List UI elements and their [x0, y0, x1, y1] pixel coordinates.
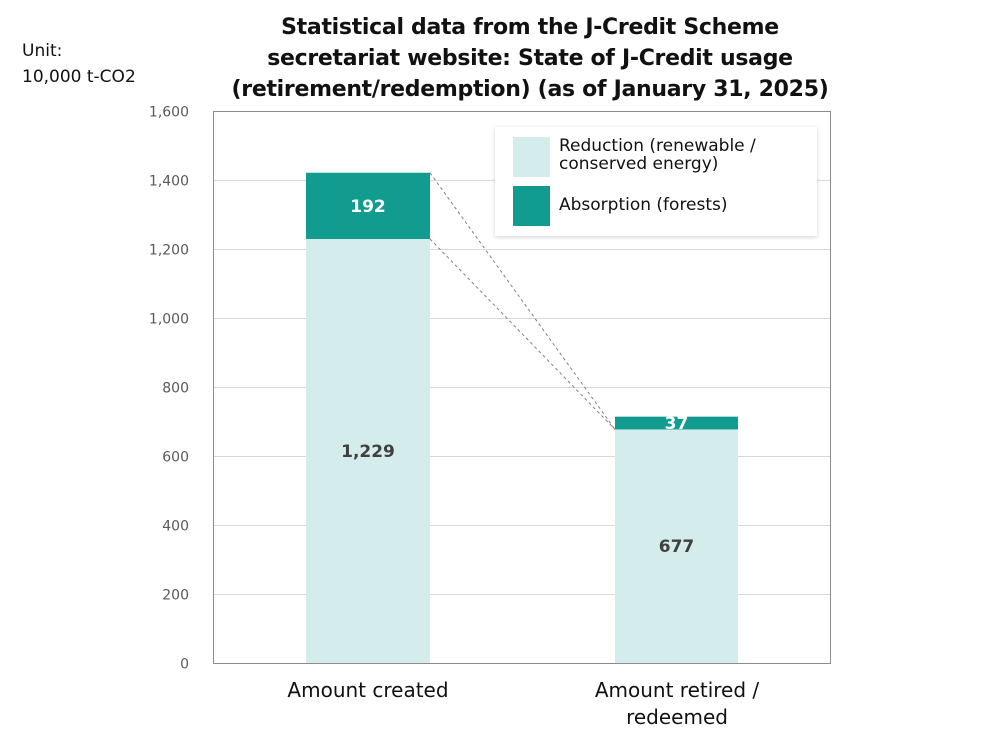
- bar-segment: [615, 429, 738, 663]
- title-line-1: Statistical data from the J-Credit Schem…: [281, 15, 779, 40]
- legend: Reduction (renewable / conserved energy)…: [495, 127, 817, 236]
- unit-line-1: Unit:: [22, 41, 63, 61]
- y-tick-label: 1,400: [149, 174, 189, 190]
- data-label: 192: [350, 197, 386, 217]
- x-label-created-line-1: Amount created: [287, 678, 449, 702]
- legend-label-reduction: Reduction (renewable / conserved energy): [559, 137, 809, 173]
- plot-area-border: [213, 111, 831, 664]
- x-label-amount-created: Amount created: [248, 677, 488, 704]
- unit-line-2: 10,000 t-CO2: [22, 67, 136, 87]
- legend-item-absorption: Absorption (forests): [513, 186, 809, 226]
- legend-item-reduction: Reduction (renewable / conserved energy): [513, 137, 809, 177]
- legend-label-reduction-line-2: conserved energy): [559, 154, 719, 174]
- y-tick-label: 400: [162, 519, 189, 535]
- legend-swatch-absorption: [513, 186, 550, 226]
- data-label: 677: [659, 537, 695, 557]
- y-tick-label: 800: [162, 381, 189, 397]
- y-tick-label: 600: [162, 450, 189, 466]
- title-line-2: secretariat website: State of J-Credit u…: [267, 46, 793, 71]
- data-label: 1,229: [341, 442, 395, 462]
- x-label-amount-retired: Amount retired / redeemed: [557, 677, 797, 731]
- y-tick-label: 1,000: [149, 312, 189, 328]
- legend-label-absorption-line-1: Absorption (forests): [559, 195, 728, 215]
- bar-segment: [306, 172, 430, 239]
- y-tick-label: 0: [180, 657, 189, 673]
- connector-line: [429, 172, 616, 430]
- y-tick-label: 1,200: [149, 243, 189, 259]
- legend-swatch-reduction: [513, 137, 550, 177]
- legend-label-reduction-line-1: Reduction (renewable /: [559, 136, 756, 156]
- unit-label: Unit: 10,000 t-CO2: [22, 38, 136, 90]
- chart-title: Statistical data from the J-Credit Schem…: [190, 12, 870, 105]
- data-label: 37: [665, 414, 689, 434]
- title-line-3: (retirement/redemption) (as of January 3…: [231, 77, 829, 102]
- y-tick-label: 200: [162, 588, 189, 604]
- bar-segment: [615, 416, 738, 430]
- connector-line: [429, 238, 616, 430]
- y-tick-label: 1,600: [149, 105, 189, 121]
- legend-label-absorption: Absorption (forests): [559, 186, 809, 214]
- x-label-retired-line-1: Amount retired /: [594, 678, 760, 702]
- x-label-retired-line-2: redeemed: [626, 705, 728, 729]
- bar-segment: [306, 238, 430, 663]
